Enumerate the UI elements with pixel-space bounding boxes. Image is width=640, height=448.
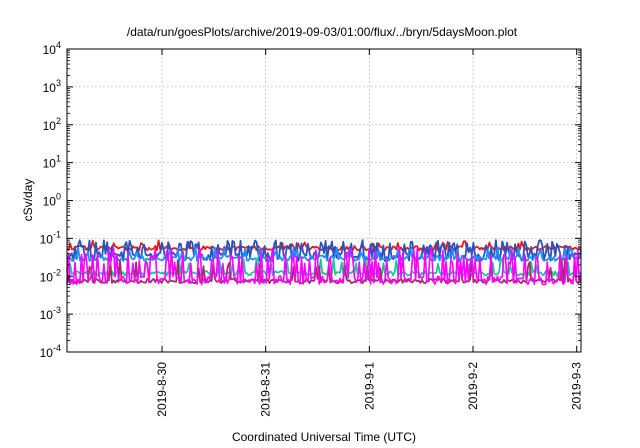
series-line bbox=[66, 246, 582, 262]
y-tick-label: 104 bbox=[43, 40, 61, 57]
y-tick-label: 103 bbox=[43, 78, 61, 95]
y-tick-label: 102 bbox=[43, 116, 61, 133]
x-tick-label: 2019-9-1 bbox=[362, 362, 376, 410]
y-tick-label: 10-2 bbox=[40, 267, 61, 284]
y-axis-label: cSv/day bbox=[21, 179, 35, 222]
y-tick-label: 10-4 bbox=[40, 343, 61, 360]
series-line bbox=[66, 247, 582, 286]
chart-title: /data/run/goesPlots/archive/2019-09-03/0… bbox=[127, 25, 518, 39]
x-tick-label: 2019-9-2 bbox=[466, 362, 480, 410]
x-tick-label: 2019-8-30 bbox=[155, 362, 169, 417]
y-tick-label: 10-3 bbox=[40, 305, 61, 322]
axes: 10-4 10-3 10-2 10-1 100 101 102 103 104 2019-8-30… bbox=[40, 40, 584, 417]
y-tick-label: 10-1 bbox=[40, 229, 61, 246]
grid-lines bbox=[67, 49, 581, 352]
x-axis-label: Coordinated Universal Time (UTC) bbox=[232, 430, 416, 444]
y-tick-label: 101 bbox=[43, 154, 61, 171]
x-tick-label: 2019-9-3 bbox=[570, 362, 584, 410]
series-group bbox=[66, 239, 582, 286]
x-tick-label: 2019-8-31 bbox=[259, 362, 273, 417]
series-line bbox=[66, 257, 582, 277]
y-tick-label: 100 bbox=[43, 192, 61, 209]
